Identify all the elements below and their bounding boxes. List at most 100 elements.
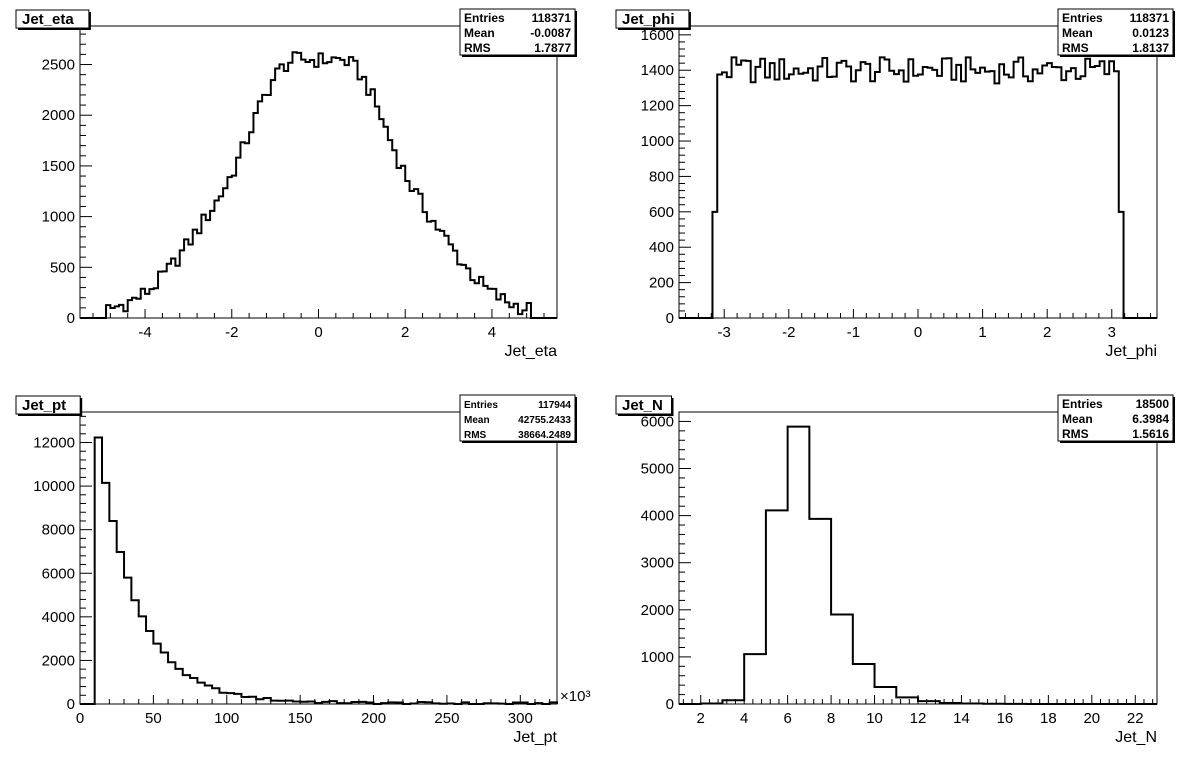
plot-frame [79, 411, 558, 705]
y-tick-label: 8000 [42, 522, 75, 539]
x-tick-label: 3 [1108, 324, 1116, 341]
x-axis-title: Jet_eta [505, 343, 558, 360]
y-tick-label: 6000 [42, 565, 75, 582]
stats-value: 6.3984 [1132, 412, 1169, 426]
y-tick-label: 0 [67, 310, 75, 327]
plot-frame [79, 25, 558, 319]
y-tick-label: 4000 [641, 508, 674, 525]
stats-value: -0.0087 [530, 26, 571, 40]
y-tick-label: 0 [666, 310, 674, 327]
y-tick-label: 500 [50, 259, 75, 276]
stats-box [459, 8, 576, 56]
x-tick-label: 6 [783, 710, 791, 727]
stats-label: RMS [1062, 427, 1089, 441]
y-tick-label: 1400 [641, 62, 674, 79]
x-axis-title: Jet_N [1115, 729, 1157, 746]
y-tick-label: 1600 [641, 27, 674, 44]
stats-value: 117944 [538, 400, 571, 411]
stats-label: Entries [464, 400, 498, 411]
x-tick-label: 2 [697, 710, 705, 727]
title-box [615, 9, 690, 29]
x-tick-label: 0 [914, 324, 922, 341]
stats-label: RMS [464, 41, 491, 55]
stats-label: Entries [1062, 397, 1103, 411]
y-tick-label: 200 [649, 275, 674, 292]
x-tick-label: 250 [434, 710, 459, 727]
panel-jet-pt: 0 50 100 150 200 250 300 0 2000 4000 6000 8000 10000… [15, 394, 590, 746]
panel-jet-phi: -3 -2 -1 0 1 2 302004006008001000120014001600J… [615, 8, 1175, 360]
stats-value: 42755.2433 [518, 415, 571, 426]
plot-frame [678, 411, 1158, 705]
stats-label: Mean [464, 415, 490, 426]
x-tick-label: 300 [508, 710, 533, 727]
y-tick-label: 800 [649, 168, 674, 185]
stats-value: 118371 [1130, 11, 1170, 25]
stats-label: RMS [1062, 41, 1089, 55]
histogram-title: Jet_phi [622, 11, 675, 28]
x-tick-label: 2 [401, 324, 409, 341]
x-tick-label: 100 [214, 710, 239, 727]
y-tick-label: 3000 [641, 555, 674, 572]
y-tick-label: 1200 [641, 98, 674, 115]
x-tick-label: 12 [910, 710, 927, 727]
stats-label: Mean [1062, 26, 1093, 40]
histogram-title: Jet_N [622, 397, 663, 414]
x-exponent-label: ×10³ [560, 688, 590, 705]
x-tick-label: 22 [1127, 710, 1144, 727]
stats-label: RMS [464, 430, 487, 441]
stats-value: 1.7877 [534, 41, 571, 55]
x-tick-label: -2 [782, 324, 795, 341]
x-tick-label: 150 [288, 710, 313, 727]
stats-box [1057, 8, 1174, 56]
stats-value: 1.8137 [1132, 41, 1169, 55]
y-tick-label: 2000 [641, 602, 674, 619]
x-tick-label: 20 [1083, 710, 1100, 727]
x-tick-label: 16 [997, 710, 1014, 727]
y-tick-label: 10000 [33, 478, 75, 495]
histogram-line [80, 436, 558, 705]
histogram-title: Jet_pt [22, 397, 66, 414]
x-tick-label: 50 [145, 710, 162, 727]
x-tick-label: 10 [866, 710, 883, 727]
histogram-line [80, 51, 557, 319]
stats-box [1057, 394, 1174, 442]
stats-label: Entries [1062, 11, 1103, 25]
x-tick-label: 18 [1040, 710, 1057, 727]
title-box [15, 395, 81, 415]
y-tick-label: 400 [649, 239, 674, 256]
x-tick-label: 0 [314, 324, 322, 341]
histogram-title: Jet_eta [22, 11, 74, 28]
x-tick-label: -3 [718, 324, 731, 341]
x-axis-title: Jet_phi [1105, 343, 1157, 360]
y-tick-label: 1000 [641, 649, 674, 666]
stats-value: 18500 [1136, 397, 1170, 411]
y-tick-label: 2500 [42, 57, 75, 74]
x-axis-title: Jet_pt [513, 729, 557, 746]
x-tick-label: 8 [827, 710, 835, 727]
stats-value: 38664.2489 [518, 430, 571, 441]
y-tick-label: 0 [666, 696, 674, 713]
panel-jet-eta: -4 -2 0 2 4 0 500 1000 1500 2000 2500 Jet_eta Jet_et… [15, 8, 577, 360]
y-tick-label: 1000 [641, 133, 674, 150]
x-tick-label: -4 [138, 324, 151, 341]
y-tick-label: 4000 [42, 609, 75, 626]
stats-value: 1.5616 [1132, 427, 1169, 441]
y-tick-label: 2000 [42, 107, 75, 124]
y-tick-label: 5000 [641, 461, 674, 478]
y-tick-label: 1000 [42, 209, 75, 226]
stats-box [459, 394, 576, 442]
x-tick-label: 1 [978, 324, 986, 341]
title-box [615, 395, 672, 415]
y-tick-label: 1500 [42, 158, 75, 175]
histogram-line [679, 56, 1157, 319]
stats-label: Mean [464, 26, 495, 40]
panel-jet-n: 2 4 6 8 10 12 14 16 18 20 22 0 1000 2000 3000 4000 5000 6… [615, 394, 1175, 746]
title-box [15, 9, 90, 29]
stats-label: Mean [1062, 412, 1093, 426]
stats-label: Entries [464, 11, 505, 25]
x-tick-label: 4 [740, 710, 748, 727]
y-tick-label: 12000 [33, 435, 75, 452]
x-tick-label: -1 [847, 324, 860, 341]
y-tick-label: 2000 [42, 652, 75, 669]
